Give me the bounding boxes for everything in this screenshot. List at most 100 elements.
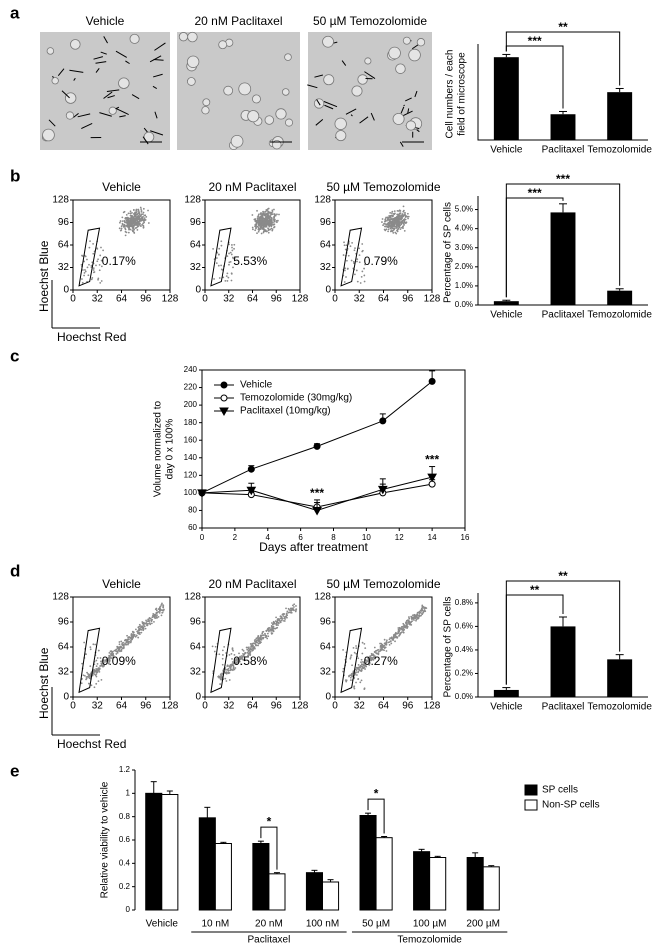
event-dot [236,660,239,663]
event-dot [282,612,285,615]
y-tick-label: 64 [320,642,332,653]
event-dot [147,222,150,224]
event-dot [152,615,155,618]
event-dot [113,649,116,652]
bar [493,301,519,305]
y-tick-label: 60 [188,523,197,532]
event-dot [274,627,277,630]
y-tick-label: 32 [190,262,202,273]
y-tick-label: 32 [58,667,70,678]
event-dot [389,227,392,230]
cell [324,104,334,110]
event-dot [363,642,366,645]
plot-title: 20 nM Paclitaxel [208,577,296,591]
event-dot [416,616,419,619]
event-dot [271,223,274,225]
x-tick-label: 20 nM [255,919,283,930]
y-tick-label: 96 [190,617,202,628]
event-dot [111,651,114,653]
group-label: Temozolomide [397,935,462,946]
event-dot [136,219,139,222]
event-dot [406,625,409,628]
event-dot [261,632,264,635]
event-dot [157,610,160,613]
event-dot [141,213,144,216]
event-dot [138,623,141,626]
event-dot [385,639,388,642]
event-dot [383,220,386,223]
cell [223,85,234,96]
event-dot [252,642,255,645]
axis [477,44,648,141]
event-dot [229,669,232,672]
event-dot [141,622,144,625]
event-dot [389,640,392,642]
y-tick-label: 64 [190,642,202,653]
y-tick-label: 0.4% [455,645,473,654]
event-dot [398,216,401,219]
event-dot [242,649,245,652]
event-dot [120,225,123,228]
event-dot [93,686,96,689]
event-dot [356,260,358,263]
y-tick-label: 140 [184,453,198,462]
event-dot [136,229,139,231]
event-dot [350,259,353,262]
event-dot [94,643,97,646]
event-dot [384,229,387,232]
event-dot [358,261,361,264]
cell [142,136,149,145]
event-dot [233,243,236,246]
event-dot [96,248,99,250]
y-tick-label: 4.0% [455,224,473,233]
cell [395,63,406,74]
event-dot [358,666,361,669]
event-dot [239,663,242,666]
y-axis-label: Hoechst Blue [37,647,51,719]
event-dot [263,211,266,213]
event-dot [145,621,148,623]
event-dot [260,222,262,224]
event-dot [142,211,145,214]
event-dot [81,278,83,280]
event-dot [391,210,394,213]
event-dot [96,669,99,672]
event-dot [351,664,353,667]
x-tick-label: 64 [116,701,128,712]
event-dot [290,607,293,610]
plot-title: Vehicle [102,577,141,591]
event-dot [392,639,394,641]
event-dot [141,627,144,630]
x-tick-label: 6 [298,533,303,542]
significance-label: * [267,814,272,828]
event-dot [281,618,284,620]
event-dot [255,227,257,230]
event-dot [396,230,399,233]
event-dot [133,224,136,226]
event-dot [96,668,99,671]
event-dot [227,669,230,672]
event-dot [357,657,360,660]
event-dot [400,631,402,634]
cell [281,88,290,96]
event-dot [394,220,397,223]
event-dot [404,222,407,225]
event-dot [262,219,265,222]
event-dot [133,222,136,224]
event-dot [98,263,101,266]
event-dot [344,269,346,272]
event-dot [247,654,250,657]
cell [95,61,107,64]
event-dot [215,257,218,259]
event-dot [418,615,420,618]
event-dot [261,219,263,222]
event-dot [400,628,402,630]
event-dot [272,218,275,221]
event-dot [100,265,103,268]
x-tick-label: 0 [202,701,208,712]
y-axis-label: Relative viability to vehicle [100,781,111,898]
event-dot [364,263,366,266]
event-dot [393,213,396,215]
cell [202,98,211,107]
event-dot [226,255,229,258]
